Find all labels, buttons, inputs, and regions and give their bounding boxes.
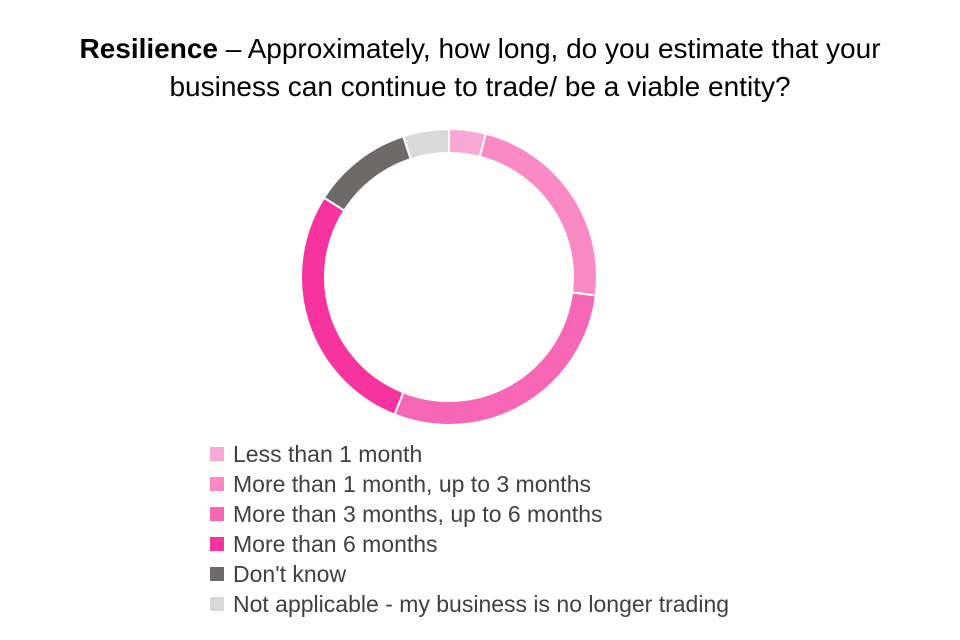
legend-label: More than 3 months, up to 6 months bbox=[233, 501, 603, 527]
legend-swatch bbox=[210, 477, 224, 491]
legend-swatch bbox=[210, 537, 224, 551]
legend-label: Less than 1 month bbox=[233, 441, 423, 467]
legend-item: Don't know bbox=[210, 559, 729, 589]
legend-label: Not applicable - my business is no longe… bbox=[233, 591, 730, 617]
legend-item: More than 6 months bbox=[210, 529, 729, 559]
legend-swatch bbox=[210, 567, 224, 581]
legend-swatch bbox=[210, 597, 224, 611]
legend: Less than 1 month More than 1 month, up t… bbox=[210, 439, 729, 619]
donut-slice-2 bbox=[478, 132, 598, 297]
chart-title: Resilience – Approximately, how long, do… bbox=[40, 30, 920, 106]
legend-item: More than 1 month, up to 3 months bbox=[210, 469, 729, 499]
chart-title-bold: Resilience bbox=[79, 33, 218, 64]
donut-slice-6 bbox=[402, 127, 450, 161]
legend-label: More than 6 months bbox=[233, 531, 438, 557]
legend-swatch bbox=[210, 447, 224, 461]
legend-label: Don't know bbox=[233, 561, 347, 587]
donut-slice-5 bbox=[322, 134, 412, 212]
donut-slice-3 bbox=[393, 291, 597, 426]
legend-label: More than 1 month, up to 3 months bbox=[233, 471, 591, 497]
legend-item: More than 3 months, up to 6 months bbox=[210, 499, 729, 529]
legend-swatch bbox=[210, 507, 224, 521]
donut-slice-4 bbox=[300, 196, 405, 416]
legend-item: Not applicable - my business is no longe… bbox=[210, 589, 729, 619]
legend-item: Less than 1 month bbox=[210, 439, 729, 469]
chart-title-text: – Approximately, how long, do you estima… bbox=[169, 33, 881, 102]
